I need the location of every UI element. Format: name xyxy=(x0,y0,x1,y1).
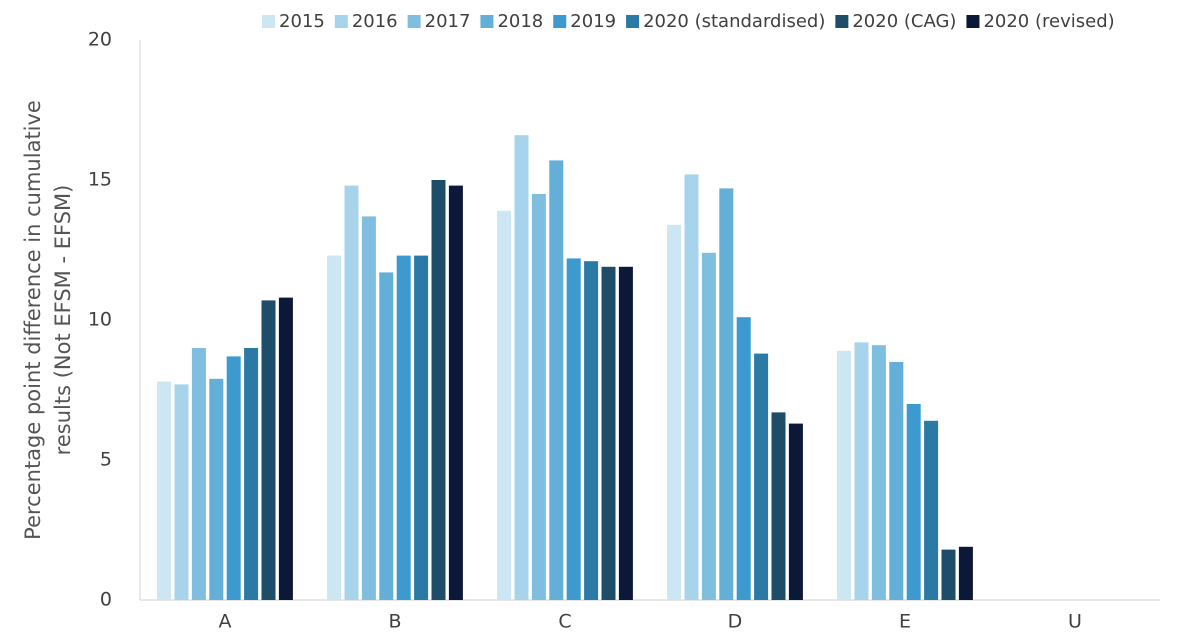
bar xyxy=(854,342,869,600)
legend-swatch xyxy=(966,15,980,28)
legend-swatch xyxy=(553,15,567,28)
legend-label: 2020 (standardised) xyxy=(643,11,825,32)
bar xyxy=(327,255,342,600)
bar xyxy=(906,404,921,600)
bar xyxy=(667,224,682,601)
legend-label: 2020 (CAG) xyxy=(852,11,956,32)
x-tick-label: U xyxy=(1068,611,1082,633)
x-tick-label: A xyxy=(219,611,232,633)
y-tick-label: 10 xyxy=(88,309,112,331)
legend-swatch xyxy=(407,15,421,28)
bar xyxy=(174,384,189,600)
bar xyxy=(754,353,769,600)
bar xyxy=(209,378,224,600)
bar xyxy=(226,356,241,600)
legend-swatch xyxy=(835,15,849,28)
bar xyxy=(278,297,293,600)
x-tick-label: D xyxy=(728,611,743,633)
bar xyxy=(379,272,394,600)
bar xyxy=(871,345,886,600)
bar xyxy=(719,188,734,600)
y-tick-label: 0 xyxy=(100,589,112,611)
bar xyxy=(736,317,751,600)
bar xyxy=(684,174,699,600)
bar xyxy=(531,194,546,600)
bar xyxy=(448,185,463,600)
y-axis-label: results (Not EFSM - EFSM) xyxy=(51,185,75,456)
bar xyxy=(361,216,376,600)
x-tick-label: B xyxy=(388,611,401,633)
bar xyxy=(924,420,939,600)
x-tick-label: E xyxy=(899,611,911,633)
y-tick-label: 20 xyxy=(88,29,112,51)
bar xyxy=(771,412,786,600)
legend-label: 2016 xyxy=(352,11,398,32)
bar xyxy=(958,546,973,600)
bar xyxy=(549,160,564,600)
bar xyxy=(431,180,446,600)
legend-label: 2019 xyxy=(570,11,616,32)
bar xyxy=(601,266,616,600)
bar xyxy=(261,300,276,600)
bar xyxy=(788,423,803,600)
legend-swatch xyxy=(626,15,640,28)
bar xyxy=(244,348,259,600)
y-axis-label: Percentage point difference in cumulativ… xyxy=(21,100,45,540)
bar xyxy=(414,255,429,600)
legend-swatch xyxy=(480,15,494,28)
bar xyxy=(837,350,852,600)
bar xyxy=(584,261,599,600)
bar xyxy=(396,255,411,600)
legend-label: 2017 xyxy=(425,11,471,32)
bar xyxy=(889,362,904,600)
legend-swatch xyxy=(262,15,275,28)
bar xyxy=(514,135,529,600)
bar xyxy=(191,348,206,600)
bar xyxy=(497,210,512,601)
legend-label: 2018 xyxy=(497,11,543,32)
bar xyxy=(157,381,172,600)
bar xyxy=(701,252,716,601)
legend-label: 2015 xyxy=(279,11,325,32)
bar xyxy=(941,549,956,600)
bar xyxy=(566,258,581,600)
legend-swatch xyxy=(334,15,348,28)
y-tick-label: 15 xyxy=(88,169,112,191)
y-tick-label: 5 xyxy=(100,449,112,471)
x-tick-label: C xyxy=(558,611,571,633)
legend-label: 2020 (revised) xyxy=(983,11,1114,32)
bar xyxy=(344,185,359,600)
bar xyxy=(618,266,633,600)
